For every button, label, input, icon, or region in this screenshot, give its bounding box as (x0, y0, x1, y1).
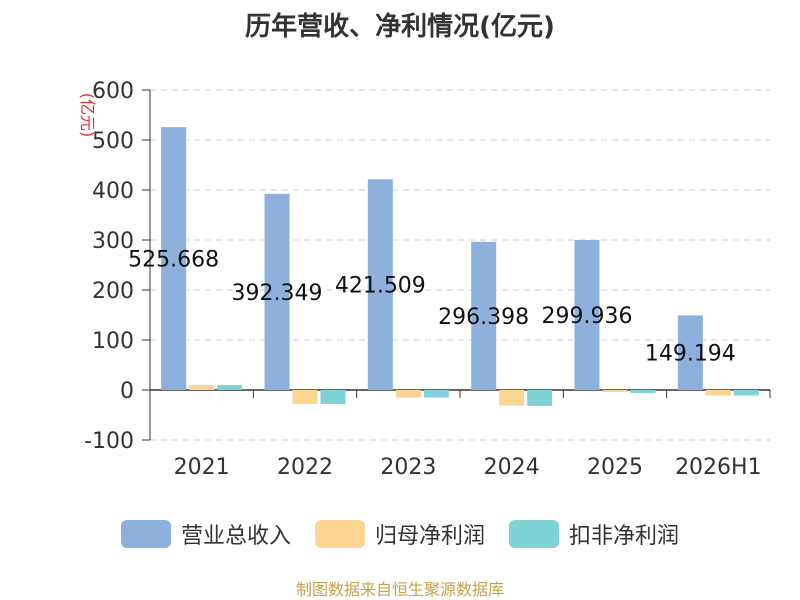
bar-扣非净利润-2024 (527, 390, 553, 406)
bar-扣非净利润-2021 (217, 385, 243, 390)
y-tick-label: 500 (92, 129, 134, 154)
x-tick-label: 2021 (174, 455, 230, 480)
data-label: 149.194 (645, 342, 736, 367)
axis-layer: 600 500 400 300 200 100 0 -100 (亿元) 2021 2022 2023 2… (78, 79, 771, 480)
bar-layer (161, 127, 759, 406)
grid-layer (150, 89, 770, 441)
bar-营业总收入-2022 (264, 193, 290, 390)
legend-item-revenue[interactable]: 营业总收入 (120, 518, 291, 550)
y-tick-label: 100 (92, 329, 134, 354)
y-tick-label: -100 (84, 429, 134, 454)
data-label: 296.398 (438, 305, 529, 330)
bar-营业总收入-2024 (471, 241, 497, 390)
bar-营业总收入-2026H1 (677, 315, 703, 390)
bar-扣非净利润-2022 (320, 390, 346, 404)
bar-扣非净利润-2026H1 (733, 390, 759, 396)
data-label: 392.349 (232, 281, 323, 306)
y-tick-label: 200 (92, 279, 134, 304)
legend-label-net-profit: 归母净利润 (374, 524, 485, 549)
legend-item-net-profit[interactable]: 归母净利润 (314, 518, 485, 550)
bar-归母净利润-2024 (499, 390, 525, 406)
bar-归母净利润-2023 (395, 390, 421, 398)
x-tick-label: 2026H1 (675, 455, 762, 480)
legend-swatch-net-profit (314, 520, 365, 548)
y-tick-label: 0 (120, 379, 134, 404)
legend-label-adjusted-profit: 扣非净利润 (569, 524, 680, 549)
x-tick-label: 2024 (484, 455, 540, 480)
legend-swatch-adjusted-profit (509, 520, 559, 548)
y-tick-label: 600 (92, 79, 134, 104)
label-layer: 525.668 392.349 421.509 296.398 299.936 149.1… (128, 248, 736, 367)
bar-归母净利润-2026H1 (705, 390, 731, 396)
data-label: 299.936 (542, 304, 633, 329)
bar-扣非净利润-2023 (423, 390, 449, 398)
source-note: 制图数据来自恒生聚源数据库 (295, 580, 504, 599)
legend-item-adjusted-profit[interactable]: 扣非净利润 (509, 518, 679, 550)
bar-营业总收入-2023 (367, 179, 393, 390)
bar-归母净利润-2022 (292, 390, 318, 404)
chart-title: 历年营收、净利情况(亿元) (245, 12, 555, 42)
x-tick-label: 2023 (380, 455, 436, 480)
bar-归母净利润-2025 (602, 390, 628, 392)
x-tick-label: 2025 (587, 455, 643, 480)
bar-归母净利润-2021 (189, 385, 215, 390)
y-tick-label: 300 (92, 229, 134, 254)
data-label: 525.668 (128, 248, 219, 273)
legend: 营业总收入 归母净利润 扣非净利润 (0, 518, 800, 550)
legend-label-revenue: 营业总收入 (180, 524, 291, 549)
legend-swatch-revenue (120, 520, 171, 548)
x-tick-label: 2022 (277, 455, 333, 480)
bar-扣非净利润-2025 (630, 390, 656, 393)
bar-营业总收入-2021 (161, 127, 187, 390)
bar-营业总收入-2025 (574, 240, 600, 390)
y-tick-label: 400 (92, 179, 134, 204)
y-axis-label: (亿元) (78, 93, 97, 138)
data-label: 421.509 (335, 274, 426, 299)
